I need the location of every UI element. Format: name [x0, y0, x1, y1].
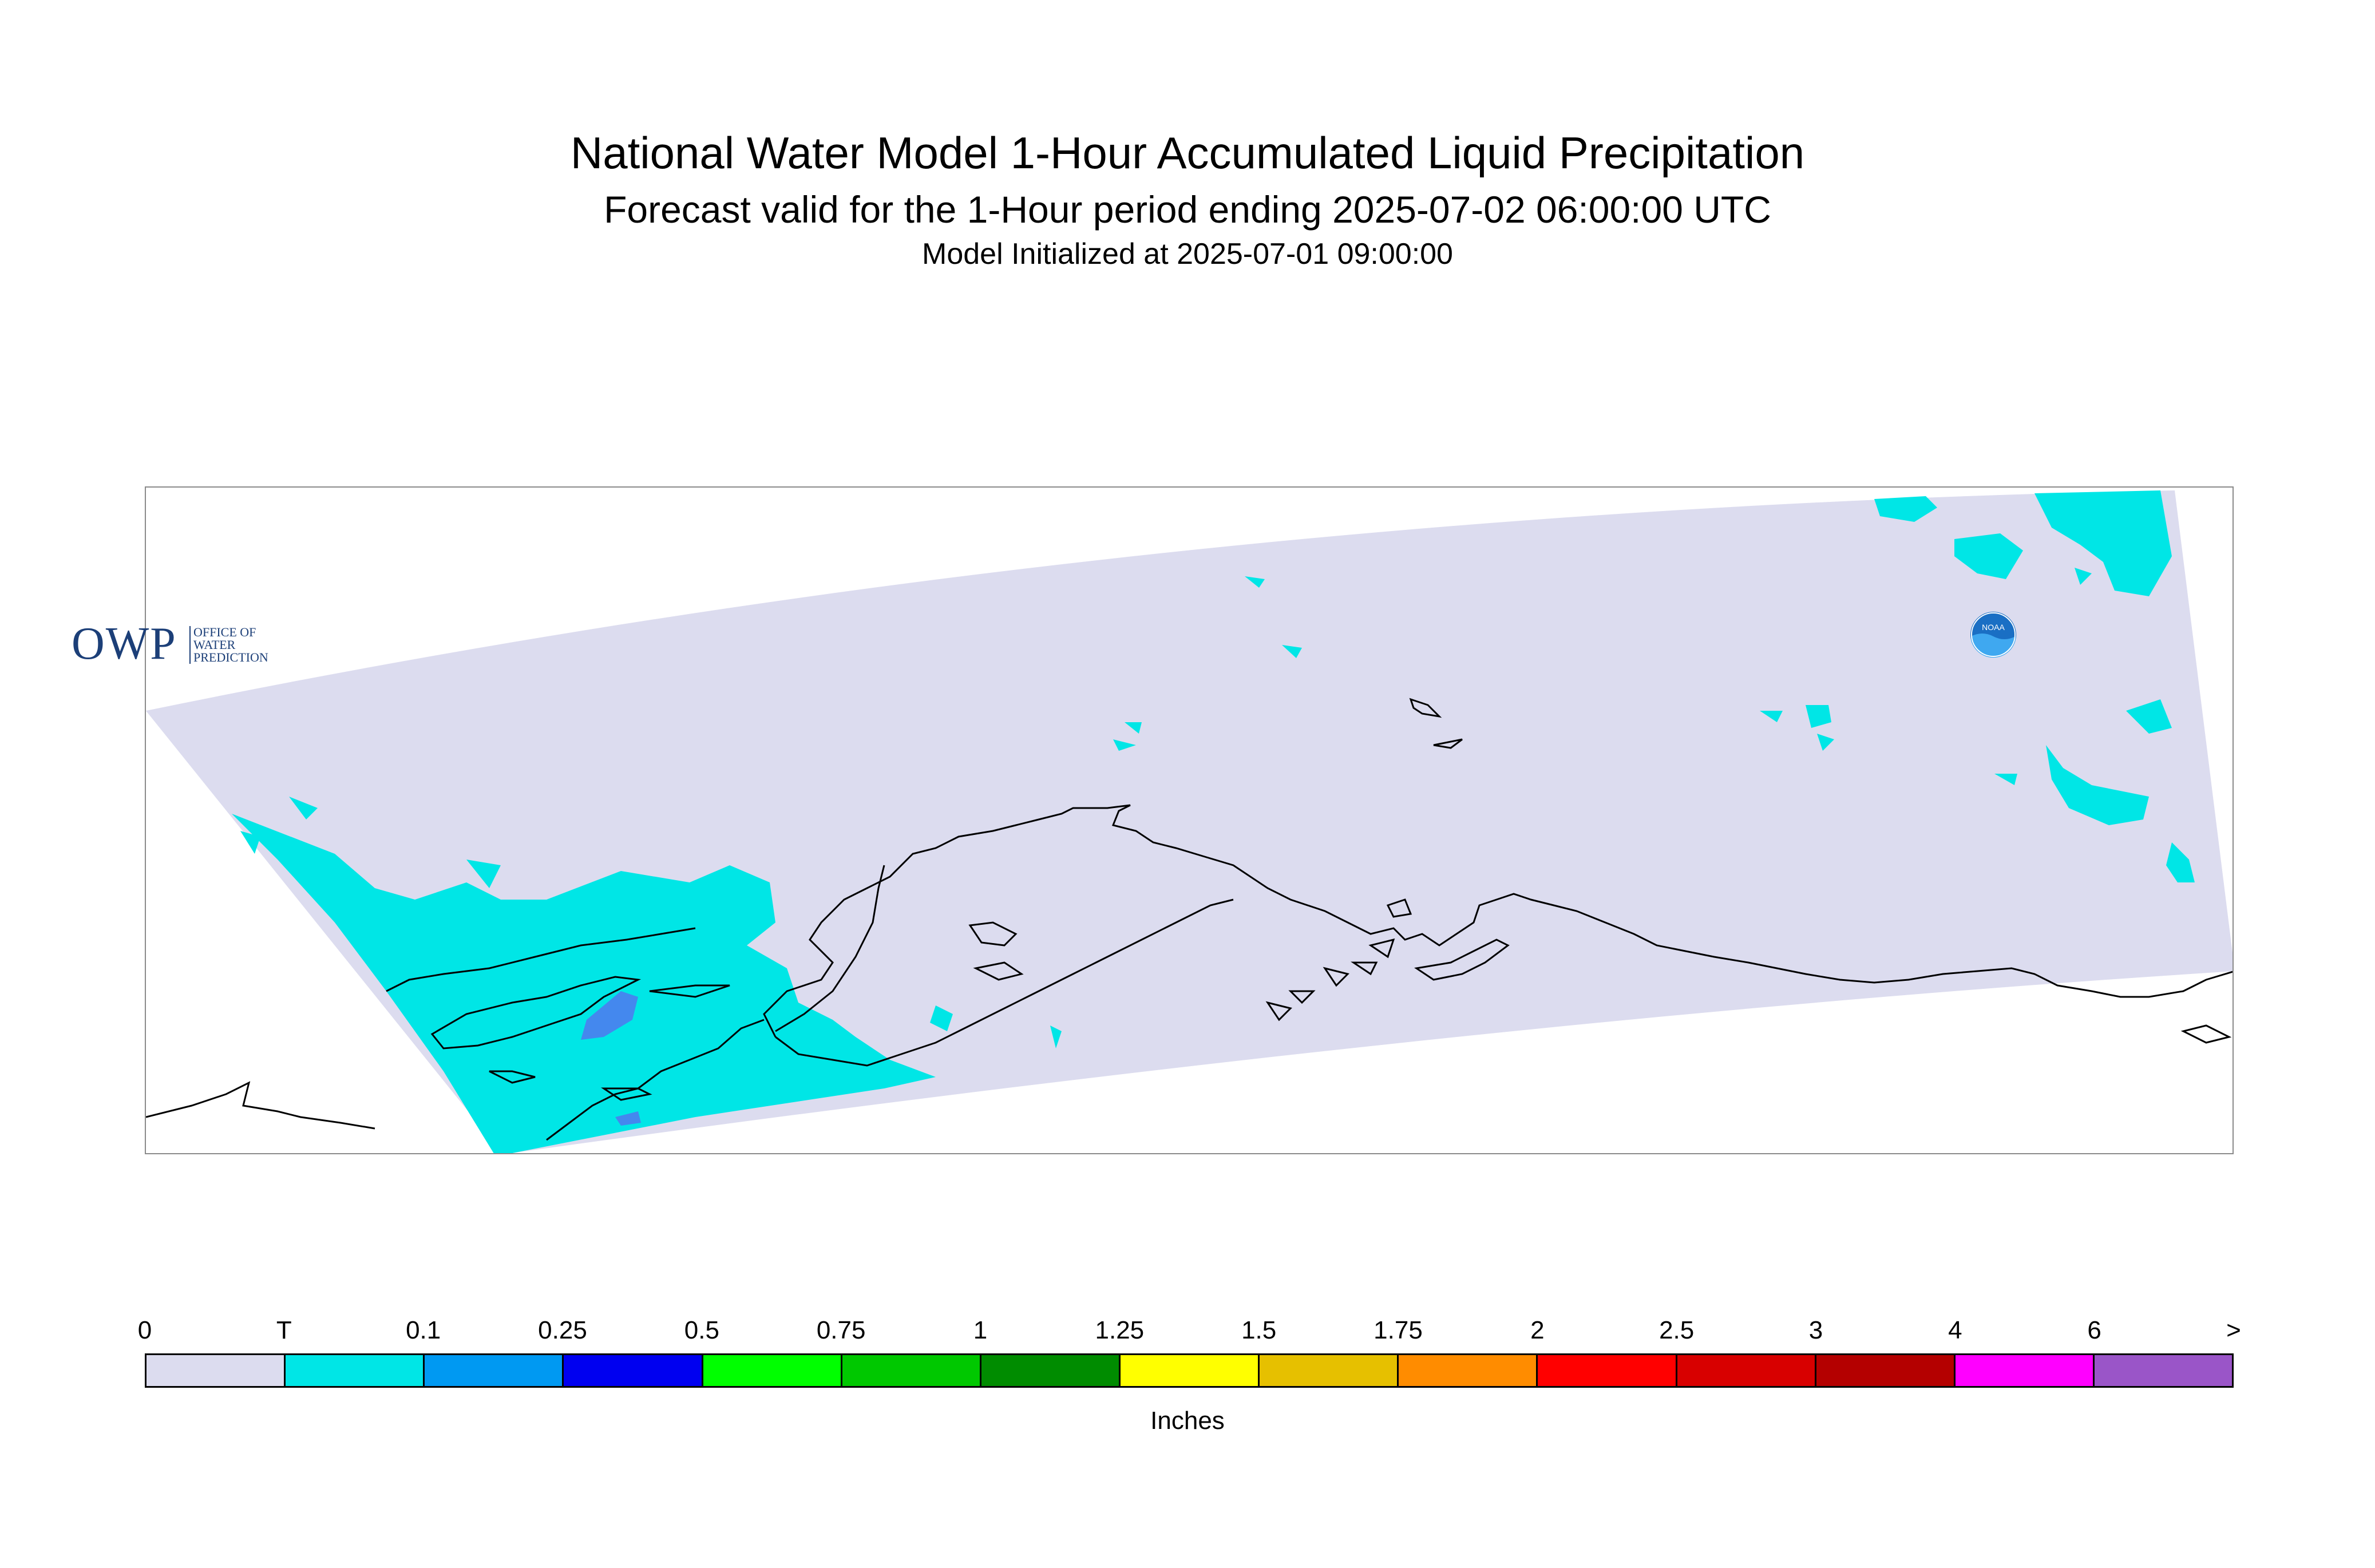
- owp-logo-line-3: PREDICTION: [193, 650, 268, 664]
- colorbar-swatch: [1955, 1355, 2095, 1386]
- colorbar-swatch: [286, 1355, 425, 1386]
- colorbar-tick-label: 0.25: [538, 1316, 587, 1344]
- precipitation-map: [145, 486, 2234, 1154]
- colorbar-tick-label: 4: [1948, 1316, 1962, 1344]
- noaa-logo: NOAA: [1970, 612, 2016, 658]
- colorbar-tick-label: >: [2226, 1316, 2241, 1344]
- colorbar-tick-label: 1.75: [1373, 1316, 1423, 1344]
- colorbar-swatch: [564, 1355, 703, 1386]
- colorbar-tick-label: 1.25: [1095, 1316, 1145, 1344]
- colorbar-units-label: Inches: [1150, 1407, 1225, 1435]
- colorbar-tick-label: 3: [1808, 1316, 1823, 1344]
- colorbar-tick-label: 0.5: [684, 1316, 719, 1344]
- noaa-logo-text: NOAA: [1982, 623, 2005, 632]
- trace-precip-southwest: [232, 797, 1062, 1153]
- colorbar-swatch: [1538, 1355, 1677, 1386]
- colorbar-swatch: [981, 1355, 1121, 1386]
- colorbar-tick-label: 2: [1530, 1316, 1545, 1344]
- coastline: [146, 698, 2232, 1141]
- precip-0.1-inch: [581, 991, 641, 1126]
- colorbar-swatch: [1399, 1355, 1538, 1386]
- model-init-subtitle: Model Initialized at 2025-07-01 09:00:00: [922, 237, 1453, 271]
- colorbar-swatch: [1260, 1355, 1399, 1386]
- colorbar-swatch: [842, 1355, 981, 1386]
- colorbar-tick-label: 1: [973, 1316, 988, 1344]
- colorbar-tick-label: 2.5: [1659, 1316, 1695, 1344]
- colorbar-tick-label: 6: [2087, 1316, 2101, 1344]
- colorbar-tick-label: 1.5: [1241, 1316, 1277, 1344]
- owp-logo-line-1: OFFICE OF: [193, 625, 256, 639]
- colorbar-tick-labels: 0 T 0.1 0.25 0.5 0.75 1 1.25 1.5 1.75 2 2.5 3 4 6 >: [138, 1316, 2241, 1351]
- colorbar-swatch: [1677, 1355, 1816, 1386]
- colorbar-tick-label: 0.1: [406, 1316, 441, 1344]
- colorbar-swatch: [1816, 1355, 1956, 1386]
- colorbar-tick-label: T: [276, 1316, 292, 1344]
- chart-title: National Water Model 1-Hour Accumulated …: [570, 128, 1805, 178]
- colorbar: [145, 1353, 2234, 1388]
- owp-logo-line-2: WATER: [193, 638, 236, 652]
- map-canvas: [146, 490, 2232, 1153]
- colorbar-swatch: [147, 1355, 286, 1386]
- colorbar-swatch: [425, 1355, 564, 1386]
- colorbar-swatch: [2094, 1355, 2232, 1386]
- colorbar-tick-label: 0: [137, 1316, 152, 1344]
- forecast-valid-subtitle: Forecast valid for the 1-Hour period end…: [604, 188, 1771, 231]
- owp-logo-text: OFFICE OF WATER PREDICTION: [189, 626, 268, 664]
- colorbar-swatch: [703, 1355, 842, 1386]
- colorbar-tick-label: 0.75: [816, 1316, 866, 1344]
- colorbar-swatch: [1120, 1355, 1260, 1386]
- trace-precip-northeast: [1113, 490, 2195, 882]
- owp-logo-mark: OWP: [72, 619, 177, 669]
